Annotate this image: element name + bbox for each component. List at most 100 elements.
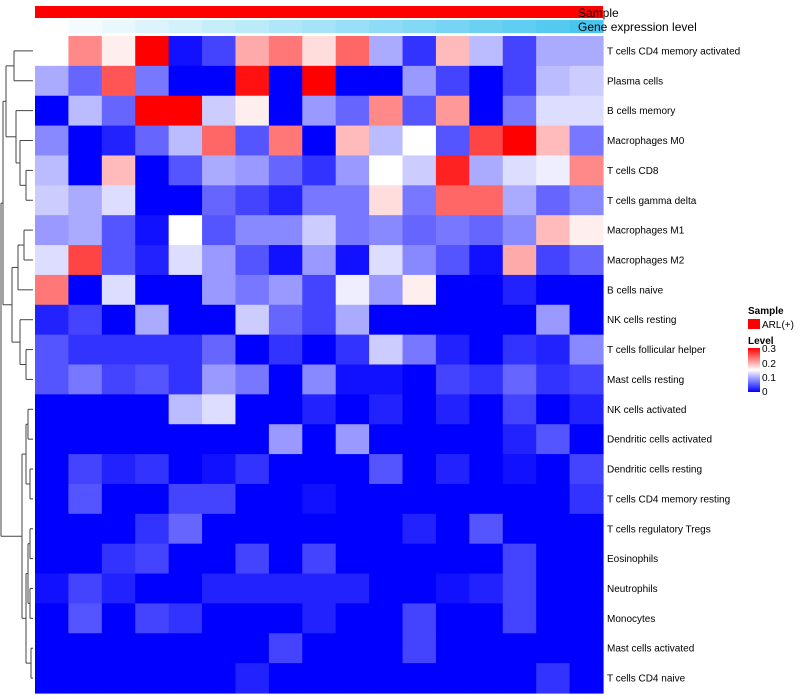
row-label: Macrophages M1 <box>607 226 685 237</box>
heatmap-cell <box>202 364 237 395</box>
heatmap-cell <box>469 155 504 186</box>
heatmap-cell <box>135 394 170 425</box>
heatmap-cell <box>536 215 571 246</box>
heatmap-cell <box>35 155 70 186</box>
heatmap-cell <box>268 125 303 157</box>
heatmap-cell <box>569 603 604 634</box>
heatmap-cell <box>302 304 337 336</box>
heatmap-cell <box>235 483 270 515</box>
heatmap-cell <box>35 663 70 694</box>
heatmap-cell <box>202 334 237 366</box>
heatmap-cell <box>369 334 404 366</box>
heatmap-cell <box>469 185 504 216</box>
heatmap-cell <box>101 274 136 306</box>
heatmap-cell <box>168 155 203 186</box>
heatmap-cell <box>369 274 404 306</box>
heatmap-cell <box>569 215 604 246</box>
expression-annotation-cell <box>502 20 537 33</box>
heatmap-cell <box>302 424 337 455</box>
heatmap-cell <box>101 394 136 425</box>
heatmap-cell <box>135 334 170 366</box>
heatmap-cell <box>402 364 437 395</box>
heatmap-cell <box>402 513 437 545</box>
heatmap-cell <box>68 95 103 127</box>
legend-level-title: Level <box>748 336 774 347</box>
heatmap-cell <box>35 304 70 336</box>
heatmap-cell <box>35 245 70 276</box>
heatmap-cell <box>402 633 437 664</box>
heatmap-cell <box>569 304 604 336</box>
heatmap-cell <box>202 663 237 694</box>
heatmap-cell <box>268 95 303 127</box>
heatmap-cell <box>569 334 604 366</box>
heatmap-cell <box>101 245 136 276</box>
heatmap-cell <box>369 603 404 634</box>
heatmap-cell <box>135 125 170 157</box>
heatmap-cell <box>168 394 203 425</box>
expression-annotation-cell <box>235 20 270 33</box>
heatmap-cell <box>369 215 404 246</box>
heatmap-cell <box>569 274 604 306</box>
heatmap-cell <box>469 274 504 306</box>
heatmap-cell <box>101 573 136 605</box>
heatmap-cell <box>569 454 604 485</box>
heatmap-cell <box>168 483 203 515</box>
heatmap-cell <box>469 304 504 336</box>
row-label: B cells naive <box>607 285 664 296</box>
legend: Sample ARL(+) Level 0.3 0.2 0.1 0 <box>748 306 794 398</box>
heatmap-cell <box>435 334 470 366</box>
row-label: Macrophages M2 <box>607 255 685 266</box>
heatmap-cell <box>101 155 136 186</box>
expression-annotation-cell <box>335 20 370 33</box>
heatmap-cell <box>202 65 237 97</box>
heatmap-cell <box>68 65 103 97</box>
heatmap-cell <box>335 543 370 575</box>
heatmap-cell <box>435 304 470 336</box>
heatmap-cell <box>68 394 103 425</box>
heatmap-cell <box>569 185 604 216</box>
heatmap-cell <box>536 543 571 575</box>
heatmap-cell <box>536 424 571 455</box>
heatmap-cell <box>101 125 136 157</box>
heatmap-cell <box>369 364 404 395</box>
heatmap-cell <box>335 603 370 634</box>
row-label: Mast cells resting <box>607 375 684 386</box>
heatmap-cell <box>302 513 337 545</box>
heatmap-cell <box>335 513 370 545</box>
heatmap-cell <box>469 245 504 276</box>
heatmap-cell <box>268 633 303 664</box>
expression-annotation-cell <box>435 20 470 33</box>
heatmap-cell <box>101 513 136 545</box>
expression-annotation-cell <box>569 20 604 33</box>
legend-sample-swatch <box>748 319 760 329</box>
heatmap-cell <box>202 454 237 485</box>
heatmap-cell <box>35 424 70 455</box>
heatmap-cell <box>235 245 270 276</box>
heatmap-cell <box>101 663 136 694</box>
heatmap-cell <box>68 215 103 246</box>
heatmap-cell <box>202 304 237 336</box>
heatmap-cell <box>536 125 571 157</box>
heatmap-cell <box>235 513 270 545</box>
heatmap-cell <box>168 334 203 366</box>
sample-annotation-bar <box>35 6 603 18</box>
legend-tick: 0 <box>762 387 768 398</box>
heatmap-cell <box>369 543 404 575</box>
row-label: T cells gamma delta <box>607 196 697 207</box>
heatmap-cell <box>536 36 571 67</box>
heatmap-cell <box>302 334 337 366</box>
heatmap-cell <box>302 394 337 425</box>
heatmap-cell <box>335 274 370 306</box>
heatmap-cell <box>35 95 70 127</box>
heatmap-cell <box>502 185 537 216</box>
heatmap-cell <box>268 513 303 545</box>
heatmap-cell <box>569 663 604 694</box>
heatmap-cell <box>335 95 370 127</box>
heatmap-cell <box>536 364 571 395</box>
heatmap-cell <box>101 304 136 336</box>
heatmap-cell <box>369 663 404 694</box>
heatmap-cell <box>369 513 404 545</box>
expression-annotation-cell <box>202 20 237 33</box>
heatmap-cell <box>536 95 571 127</box>
